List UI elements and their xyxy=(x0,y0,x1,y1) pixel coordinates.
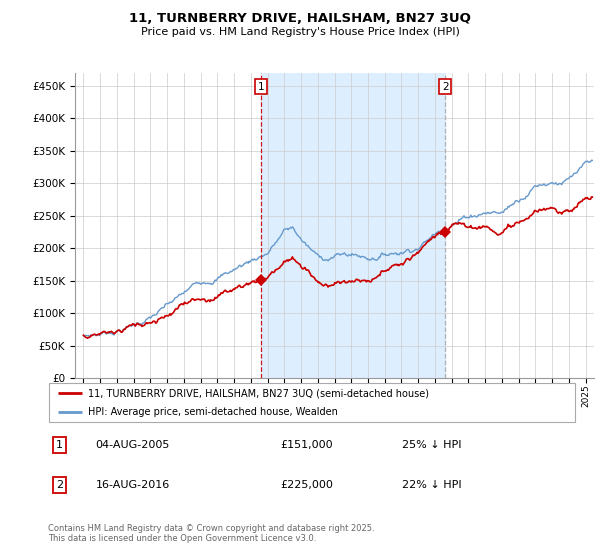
Text: HPI: Average price, semi-detached house, Wealden: HPI: Average price, semi-detached house,… xyxy=(88,407,337,417)
Text: 22% ↓ HPI: 22% ↓ HPI xyxy=(402,480,461,490)
FancyBboxPatch shape xyxy=(49,383,575,422)
Text: Contains HM Land Registry data © Crown copyright and database right 2025.
This d: Contains HM Land Registry data © Crown c… xyxy=(48,524,374,543)
Text: 1: 1 xyxy=(257,82,264,91)
Text: 2: 2 xyxy=(56,480,63,490)
Text: £225,000: £225,000 xyxy=(280,480,333,490)
Text: 11, TURNBERRY DRIVE, HAILSHAM, BN27 3UQ (semi-detached house): 11, TURNBERRY DRIVE, HAILSHAM, BN27 3UQ … xyxy=(88,389,428,398)
Text: 16-AUG-2016: 16-AUG-2016 xyxy=(95,480,170,490)
Text: £151,000: £151,000 xyxy=(280,440,333,450)
Text: Price paid vs. HM Land Registry's House Price Index (HPI): Price paid vs. HM Land Registry's House … xyxy=(140,27,460,37)
Text: 1: 1 xyxy=(56,440,63,450)
Text: 11, TURNBERRY DRIVE, HAILSHAM, BN27 3UQ: 11, TURNBERRY DRIVE, HAILSHAM, BN27 3UQ xyxy=(129,12,471,25)
Text: 25% ↓ HPI: 25% ↓ HPI xyxy=(402,440,461,450)
Bar xyxy=(261,73,445,378)
Text: 2: 2 xyxy=(442,82,449,91)
Text: 04-AUG-2005: 04-AUG-2005 xyxy=(95,440,170,450)
